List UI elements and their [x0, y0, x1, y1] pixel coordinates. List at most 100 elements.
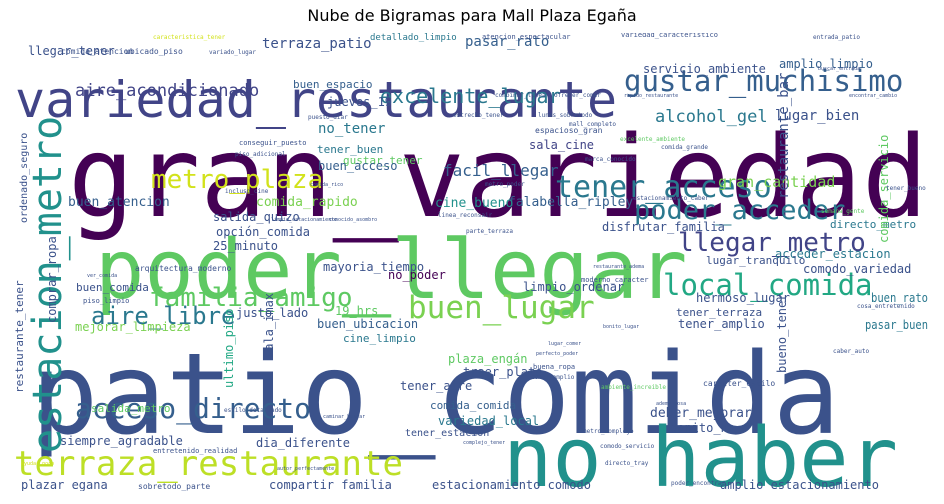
word-aire-libre: aire_libre: [91, 302, 236, 330]
word-complejo-tener: complejo_tener: [463, 440, 505, 446]
word-buen-acceso: buen_acceso: [318, 159, 397, 173]
word-servicio-ambiente: servicio_ambiente: [643, 62, 766, 76]
word-no-haber: no_haber: [503, 411, 898, 491]
word-terraza-patio: terraza_patio: [262, 36, 372, 52]
word-25-minuto: 25_minuto: [213, 239, 278, 253]
word-bueno-tener: bueno_tener: [775, 294, 789, 373]
word-patio-comida: patio_comida: [31, 330, 840, 460]
word-acceder-estacion: acceder_estacion: [775, 247, 891, 261]
word-sala-imax: sala_imax: [262, 293, 276, 358]
word-bonito-lugar: bonito_lugar: [603, 324, 639, 330]
word-sala-cine: sala_cine: [529, 138, 594, 152]
word-piso-limpio: piso_limpio: [83, 297, 129, 305]
word-no-tener: no_tener: [318, 121, 385, 137]
word-buen-comida: buen_comida: [76, 281, 149, 294]
word-buen-ubicacion: buen_ubicacion: [317, 317, 418, 331]
word-llegar-tener: llegar_tener: [28, 44, 115, 58]
word-comida-comida: comida_comida: [430, 399, 516, 412]
word-llegar-metro: llegar_metro: [678, 228, 866, 258]
word-mayoria-tiempo: mayoria_tiempo: [323, 260, 424, 274]
word-plazar-egana: plazar_egana: [21, 478, 108, 491]
word-local-comida: local_comida: [663, 268, 873, 303]
word-acceso-directo: acceso_directo: [75, 392, 311, 426]
word-no-poder: no_poder: [388, 268, 446, 282]
word-sobretodo-parte: sobretodo_parte: [138, 482, 210, 491]
word-cosa-entretenido: cosa_entretenido: [857, 303, 915, 310]
word-salida-quizo: salida_quizo: [213, 210, 300, 224]
word-marca-conocido: marca_conocido: [585, 156, 636, 163]
word-variado-lugar: variado_lugar: [209, 49, 256, 56]
word-caminar-buscar: caminar_buscar: [323, 414, 365, 420]
word-jueves-19: jueves_19: [327, 95, 392, 109]
word-cloud: gran_variedadpatio_comidapoder_llegarno_…: [13, 33, 928, 491]
word-excelente-ambiente: excelente_ambiente: [620, 136, 685, 143]
word-amplio-estacionamiento: amplio_estacionamiento: [720, 478, 879, 491]
word-comodo-servicio: comodo_servicio: [600, 443, 655, 450]
word-comida-atencion: comida_atencion: [61, 47, 133, 56]
word-encontrar-cambio: encontrar_cambio: [849, 93, 897, 99]
word-tener-bueno: tener_bueno: [886, 185, 926, 192]
word-ofrecer-comer: ofrecer_comer: [554, 92, 601, 99]
word-justo-lado: justo_lado: [236, 306, 308, 320]
word-estacion-metro: estacion_metro: [25, 116, 71, 453]
word-comida-grande: comida_grande: [661, 144, 708, 151]
word-mall-completo: mall_completo: [569, 121, 616, 128]
word-gran-variedad: gran_variedad: [68, 113, 928, 243]
word-ver-comida: ver_comida: [87, 273, 117, 279]
word-variedad-local: variedad_local: [438, 414, 539, 428]
word-gustar-muchisimo: gustar_muchisimo: [624, 64, 903, 99]
word-siempre-agradable: siempre_agradable: [60, 434, 183, 448]
word-pasar-rato: pasar_rato: [465, 34, 549, 50]
word-pasar-buen: pasar_buen: [865, 318, 928, 332]
word-entretenido-realidad: entretenido_realidad: [153, 447, 237, 455]
word-gustar-tener: gustar_tener: [343, 154, 423, 167]
word-gran-cantidad: gran_cantidad: [718, 173, 835, 191]
word-comodo-variedad: comodo_variedad: [803, 262, 911, 276]
word-tener-terraza: tener_terraza: [676, 306, 762, 319]
word-tener-amplio: tener_amplio: [678, 317, 765, 331]
word-deber-mejorar: deber_mejorar: [650, 406, 752, 421]
word-piso-adicional: piso_adicional: [235, 151, 286, 158]
word-lugar-bien: lugar_bien: [775, 108, 859, 124]
word-caber-auto: caber_auto: [833, 348, 870, 355]
word-adema-cosa: adema_cosa: [656, 401, 686, 407]
word-cloud-area: gran_variedad patio_comida poder_llegar no_…: [13, 33, 930, 491]
word-buen-lugar: buen_lugar: [408, 290, 595, 326]
word-mejorar-limpieza: mejorar_limpieza: [75, 320, 191, 334]
word-variedad-caracteristico: variedad_caracteristico: [621, 33, 718, 39]
word-detallado-limpio: detallado_limpio: [370, 33, 457, 43]
word-puesto-diar: puesto_diar: [308, 114, 348, 121]
word-arquitectura-moderno: arquitectura_moderno: [135, 264, 232, 273]
word-conocido-asombro: conocido_asombro: [329, 217, 377, 223]
chart-title: Nube de Bigramas para Mall Plaza Egaña: [307, 6, 637, 25]
word-buen-atencion: buen_atencion: [68, 195, 170, 210]
word-compartir-familia: compartir_familia: [269, 478, 392, 491]
word-lugar-tranquilo: lugar_tranquilo: [706, 254, 805, 267]
word-buen-rato: buen_rato: [871, 291, 928, 305]
word-ordenado-seguro: ordenado_seguro: [19, 133, 30, 223]
word-tener-acceso: tener_acceso: [555, 170, 772, 205]
word-opci-n-comida: opción_comida: [216, 225, 310, 239]
word-buscar-entrada: buscar_entrada: [818, 66, 860, 72]
word-conseguir-puesto: conseguir_puesto: [239, 139, 306, 147]
word-semana-gente: semana_gente: [821, 208, 865, 215]
word-estacionamiento-comodo: estacionamiento_comodo: [432, 478, 591, 491]
word-limpio-ordenar: limpio_ordenar: [523, 280, 624, 294]
word-moderno-caracter: moderno_caracter: [581, 276, 648, 284]
word-parte-terraza: parte_terraza: [466, 228, 513, 235]
word-aire-acondicionado: aire_acondicionado: [75, 81, 259, 101]
word-metro-poder: metro_poder: [485, 181, 525, 188]
word-ultimo-piso: ultimo_piso: [222, 309, 236, 388]
word-comprar-ropa: comprar_ropa: [45, 236, 59, 323]
word-linea-reconsair: linea_reconsair: [438, 212, 493, 219]
word-ayudar-poco: ayudar_poco: [21, 461, 54, 467]
word-metro-complejo: metro_complejo: [583, 428, 634, 435]
word-traer-plato: traer_plato: [463, 365, 542, 379]
word-comer-amplio: comer_amplio: [531, 374, 575, 381]
word-ubicado-piso: ubicado_piso: [125, 47, 183, 56]
word-caracteristica-tener: caracteristica_tener: [153, 34, 226, 41]
word-caracter-estilo: caracter_estilo: [703, 379, 775, 388]
word-estacionamiento-caber: estacionamiento_caber: [633, 195, 709, 202]
word-salida-metro: salida_metro: [91, 402, 170, 415]
word-espacioso-gran: espacioso_gran: [535, 126, 603, 135]
